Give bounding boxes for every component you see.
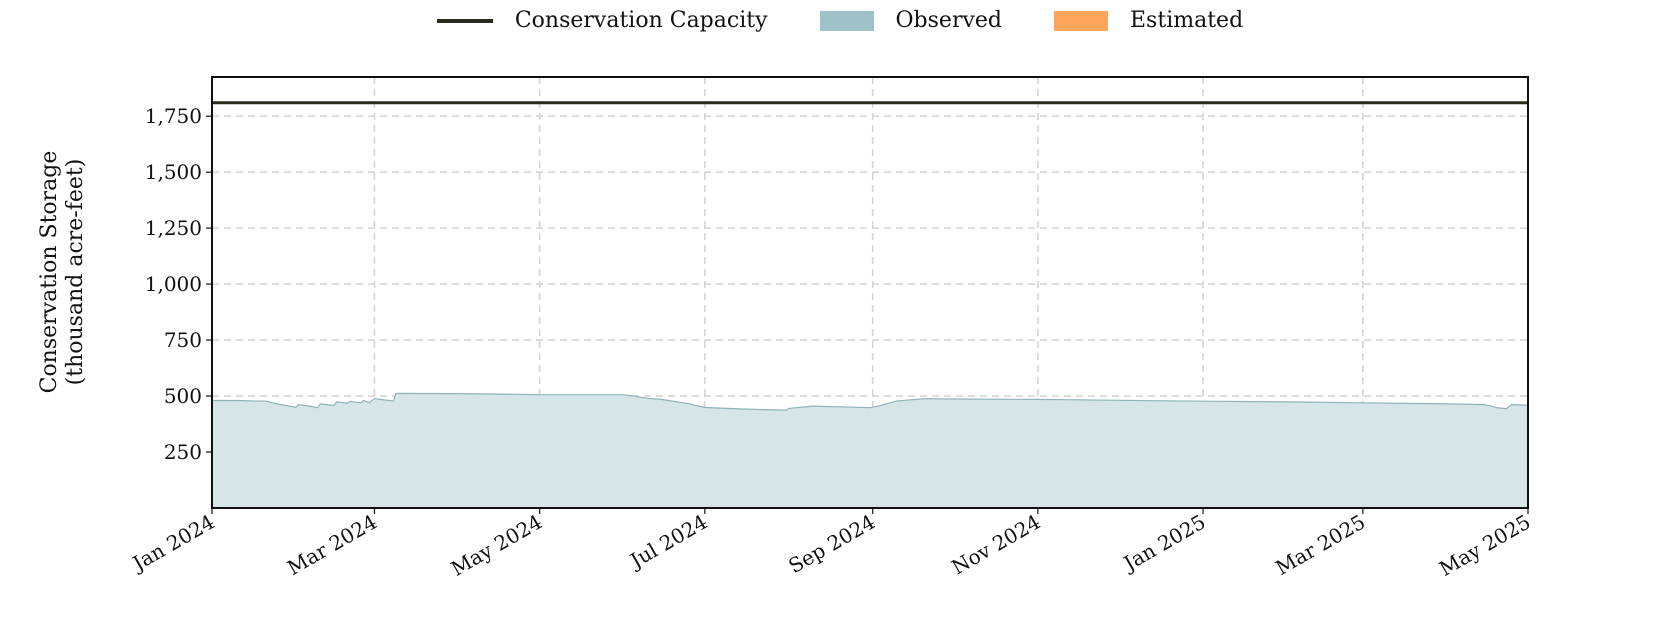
legend-swatch-capacity	[436, 18, 493, 23]
plot-frame	[211, 76, 1529, 509]
y-tick-label: 1,000	[145, 272, 202, 296]
series-layer	[212, 101, 1529, 508]
y-tick-label: 250	[164, 440, 202, 464]
x-tick-label: Mar 2024	[283, 510, 381, 580]
x-tick-label: May 2025	[1435, 510, 1534, 581]
legend-item-estimated: Estimated	[1054, 8, 1243, 33]
y-axis-title-line2: (thousand acre-feet)	[63, 159, 88, 386]
x-tick-label: Jan 2025	[1118, 510, 1210, 577]
x-tick-label: May 2024	[447, 510, 546, 581]
legend-label-observed: Observed	[895, 8, 1002, 33]
legend-label-capacity: Conservation Capacity	[514, 8, 768, 33]
y-tick-label: 1,250	[145, 216, 202, 240]
legend-item-observed: Observed	[819, 8, 1002, 33]
legend-swatch-observed	[819, 10, 874, 31]
y-tick-label: 1,500	[145, 160, 202, 184]
x-tick-label: Nov 2024	[947, 510, 1044, 580]
observed-line	[212, 392, 1529, 411]
legend-swatch-estimated	[1054, 10, 1108, 31]
y-tick-label: 1,750	[145, 104, 202, 128]
x-tick-label: Sep 2024	[784, 510, 879, 579]
legend-label-estimated: Estimated	[1130, 8, 1244, 33]
x-tick-label: Mar 2025	[1271, 510, 1369, 580]
x-tick-label: Jul 2024	[624, 510, 711, 574]
y-axis-title-line1: Conservation Storage	[37, 151, 62, 394]
chart-legend: Conservation Capacity Observed Estimated	[0, 8, 1680, 33]
legend-item-capacity: Conservation Capacity	[436, 8, 768, 33]
y-tick-label: 500	[164, 384, 202, 408]
observed-area	[212, 393, 1528, 508]
x-tick-label: Jan 2024	[127, 510, 219, 577]
y-tick-label: 750	[164, 328, 202, 352]
